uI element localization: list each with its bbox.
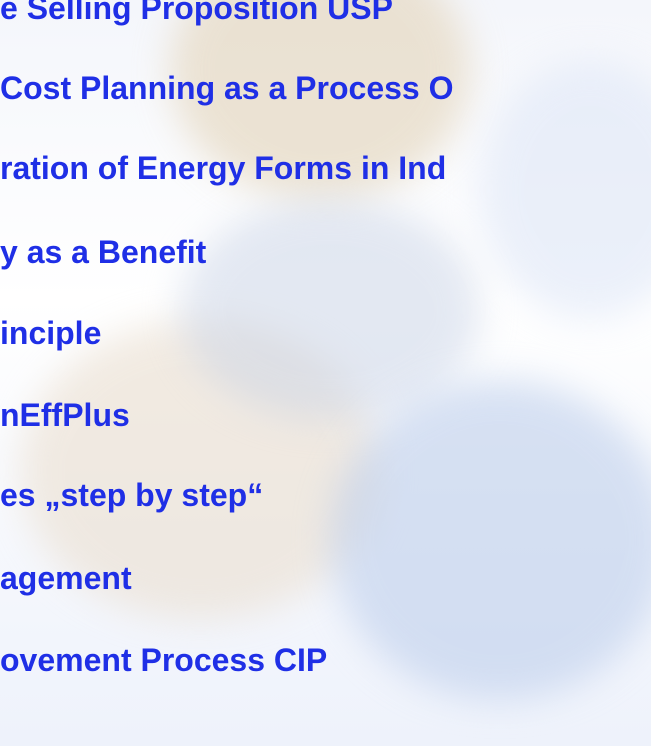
- bullet-text: ovement Process CIP: [0, 642, 328, 678]
- background-glow: [480, 60, 651, 320]
- background-sleeve: [180, 200, 480, 420]
- background-chart: [330, 380, 651, 700]
- bullet-text: e Selling Proposition USP: [0, 0, 393, 26]
- bullet-text: nEffPlus: [0, 397, 130, 433]
- bullet-text: ration of Energy Forms in Ind: [0, 150, 447, 186]
- bullet-text: es „step by step“: [0, 477, 264, 513]
- bullet-text: agement: [0, 560, 132, 596]
- bullet-text: inciple: [0, 315, 102, 351]
- bullet-text: Cost Planning as a Process O: [0, 70, 454, 106]
- background-sphere: [170, 0, 470, 200]
- bullet-text: y as a Benefit: [0, 234, 207, 270]
